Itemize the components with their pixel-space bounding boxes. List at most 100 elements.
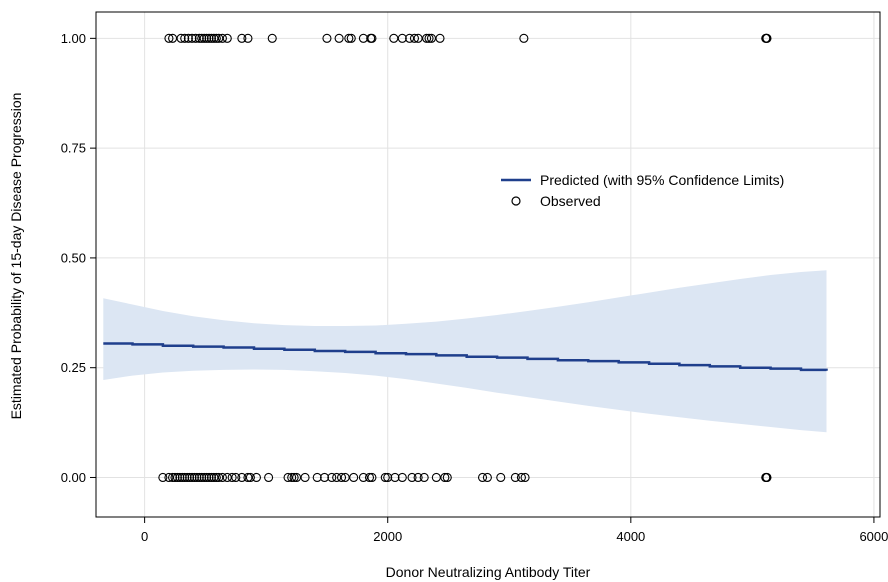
observed-point	[237, 33, 247, 43]
observed-point	[289, 472, 299, 483]
observed-point	[187, 472, 197, 483]
observed-point	[245, 472, 255, 483]
observed-point	[364, 472, 375, 483]
observed-point	[185, 472, 195, 483]
observed-point	[197, 33, 207, 43]
observed-point	[344, 33, 354, 43]
observed-point	[183, 33, 193, 43]
observed-point	[442, 472, 452, 483]
observed-point	[424, 33, 434, 43]
observed-point	[264, 472, 274, 483]
observed-point	[349, 472, 359, 483]
observed-point	[231, 472, 241, 483]
observed-point	[422, 33, 432, 43]
observed-point	[189, 472, 200, 483]
y-tick-label: 0.75	[61, 141, 86, 156]
observed-point	[180, 472, 190, 483]
y-tick-label: 1.00	[61, 31, 86, 46]
observed-point	[168, 472, 178, 483]
observed-point	[367, 472, 377, 483]
observed-point	[267, 33, 277, 43]
y-tick-label: 0.50	[61, 250, 86, 265]
observed-point	[158, 472, 168, 483]
observed-point	[194, 472, 204, 483]
observed-point	[243, 33, 253, 43]
x-axis-title: Donor Neutralizing Antibody Titer	[386, 564, 591, 580]
observed-point	[164, 33, 174, 43]
observed-point	[336, 472, 347, 483]
observed-point	[419, 472, 429, 483]
predicted-line	[103, 342, 828, 372]
observed-point	[762, 472, 772, 483]
observed-point	[194, 33, 204, 43]
observed-point	[227, 472, 237, 483]
observed-point	[762, 33, 772, 43]
observed-point	[287, 472, 297, 483]
observed-point	[199, 33, 209, 43]
observed-point	[170, 472, 180, 483]
observed-point	[199, 472, 209, 483]
confidence-band	[103, 270, 827, 433]
axis-ticks: 0 2000 4000 6000 0.00 0.25 0.50 0.75 1.00	[61, 31, 888, 544]
observed-point	[204, 472, 214, 483]
observed-point	[197, 472, 207, 483]
observed-point	[182, 472, 192, 483]
observed-point	[380, 472, 390, 483]
observed-point	[397, 472, 407, 483]
legend-circle-swatch	[511, 196, 521, 206]
observed-point	[217, 472, 227, 483]
observed-point	[435, 33, 445, 43]
observed-point	[519, 33, 529, 43]
observed-point	[177, 472, 187, 483]
observed-point	[520, 472, 530, 483]
observed-point	[300, 472, 310, 483]
observed-point	[187, 33, 197, 43]
legend: Predicted (with 95% Confidence Limits) O…	[501, 172, 784, 209]
plot-frame	[95, 11, 881, 518]
x-tick-label: 6000	[859, 529, 888, 544]
observed-point	[383, 472, 393, 483]
observed-point	[204, 33, 214, 43]
observed-point	[175, 472, 185, 483]
observed-point	[202, 472, 212, 483]
observed-point	[440, 472, 450, 483]
observed-point	[312, 472, 322, 483]
observed-point	[516, 472, 526, 483]
legend-label-observed: Observed	[540, 193, 601, 209]
legend-label-predicted: Predicted (with 95% Confidence Limits)	[540, 172, 784, 188]
observed-point	[334, 33, 344, 43]
observed-point	[482, 472, 492, 483]
observed-point	[180, 33, 190, 43]
observed-point	[206, 33, 217, 43]
x-tick-label: 0	[141, 529, 148, 544]
observed-point	[192, 472, 202, 483]
observed-point	[390, 472, 400, 483]
observed-point	[413, 472, 423, 483]
y-tick-label: 0.00	[61, 470, 86, 485]
observed-point	[397, 33, 407, 43]
observed-point	[172, 472, 182, 483]
observed-point	[202, 33, 212, 43]
observed-point	[251, 472, 261, 483]
observed-point	[206, 472, 217, 483]
observed-points-layer	[158, 33, 772, 483]
observed-point	[367, 33, 377, 43]
observed-point	[409, 33, 420, 43]
observed-point	[510, 472, 520, 483]
observed-point	[211, 33, 221, 43]
observed-point	[322, 33, 332, 43]
observed-point	[477, 472, 488, 483]
observed-point	[222, 33, 232, 43]
confidence-band-layer	[103, 270, 827, 433]
x-tick-label: 4000	[616, 529, 645, 544]
y-tick-label: 0.25	[61, 360, 86, 375]
observed-point	[496, 472, 506, 483]
observed-point	[407, 472, 417, 483]
x-tick-label: 2000	[373, 529, 402, 544]
observed-point	[217, 33, 227, 43]
y-axis-title: Estimated Probability of 15-day Disease …	[8, 93, 24, 420]
observed-point	[327, 472, 337, 483]
observed-point	[319, 472, 330, 483]
observed-point	[176, 33, 186, 43]
